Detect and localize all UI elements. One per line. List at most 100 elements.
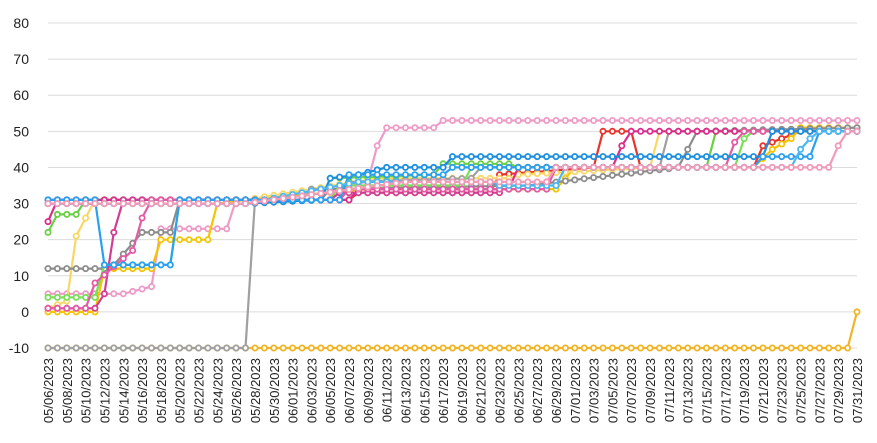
data-point bbox=[100, 344, 108, 352]
data-point bbox=[354, 178, 362, 186]
data-point bbox=[740, 135, 748, 143]
data-point bbox=[477, 185, 485, 193]
x-tick-label: 07/25/2023 bbox=[794, 358, 809, 423]
data-point bbox=[797, 127, 805, 135]
data-point bbox=[524, 117, 532, 125]
data-point bbox=[467, 117, 475, 125]
data-point bbox=[307, 344, 315, 352]
data-point bbox=[759, 163, 767, 171]
data-point bbox=[63, 265, 71, 273]
data-point bbox=[731, 117, 739, 125]
data-point bbox=[693, 344, 701, 352]
data-point bbox=[552, 163, 560, 171]
data-point bbox=[486, 163, 494, 171]
data-point bbox=[467, 344, 475, 352]
data-point bbox=[439, 178, 447, 186]
y-tick-label: 0 bbox=[21, 304, 29, 320]
data-point bbox=[608, 127, 616, 135]
data-point bbox=[637, 127, 645, 135]
x-tick-label: 07/21/2023 bbox=[756, 358, 771, 423]
data-point bbox=[561, 344, 569, 352]
y-tick-label: 50 bbox=[13, 123, 29, 139]
x-tick-label: 06/29/2023 bbox=[549, 358, 564, 423]
data-point bbox=[486, 178, 494, 186]
data-point bbox=[787, 163, 795, 171]
data-point bbox=[166, 236, 174, 244]
data-point bbox=[712, 117, 720, 125]
series-lines bbox=[44, 117, 861, 352]
data-point bbox=[627, 117, 635, 125]
data-point bbox=[834, 127, 842, 135]
data-point bbox=[147, 200, 155, 208]
data-point bbox=[637, 153, 645, 161]
data-point bbox=[608, 171, 616, 179]
data-point bbox=[345, 171, 353, 179]
data-point bbox=[185, 344, 193, 352]
x-tick-label: 07/31/2023 bbox=[850, 358, 865, 423]
data-point bbox=[458, 178, 466, 186]
data-point bbox=[63, 210, 71, 218]
x-tick-label: 05/18/2023 bbox=[154, 358, 169, 423]
y-tick-label: 80 bbox=[13, 15, 29, 31]
data-point bbox=[345, 180, 353, 188]
data-point bbox=[392, 124, 400, 132]
data-point bbox=[383, 171, 391, 179]
data-point bbox=[853, 308, 861, 316]
data-point bbox=[91, 344, 99, 352]
data-point bbox=[750, 163, 758, 171]
data-point bbox=[458, 117, 466, 125]
data-point bbox=[646, 127, 654, 135]
data-point bbox=[486, 153, 494, 161]
data-point bbox=[289, 193, 297, 201]
data-point bbox=[119, 200, 127, 208]
data-point bbox=[420, 185, 428, 193]
data-point bbox=[129, 261, 137, 269]
data-point bbox=[307, 191, 315, 199]
data-point bbox=[411, 124, 419, 132]
data-point bbox=[439, 117, 447, 125]
data-point bbox=[608, 153, 616, 161]
data-point bbox=[63, 200, 71, 208]
data-point bbox=[561, 153, 569, 161]
data-point bbox=[552, 117, 560, 125]
data-point bbox=[608, 117, 616, 125]
x-tick-label: 07/15/2023 bbox=[700, 358, 715, 423]
y-axis-ticks: -10 0 10 20 30 40 50 60 70 80 bbox=[9, 15, 29, 356]
data-point bbox=[411, 178, 419, 186]
data-point bbox=[665, 163, 673, 171]
data-point bbox=[129, 344, 137, 352]
data-point bbox=[825, 344, 833, 352]
data-point bbox=[618, 117, 626, 125]
data-point bbox=[778, 163, 786, 171]
data-point bbox=[448, 178, 456, 186]
data-point bbox=[204, 344, 212, 352]
data-point bbox=[844, 127, 852, 135]
data-point bbox=[608, 344, 616, 352]
x-tick-label: 06/01/2023 bbox=[286, 358, 301, 423]
data-point bbox=[693, 117, 701, 125]
data-point bbox=[82, 304, 90, 312]
data-point bbox=[787, 117, 795, 125]
data-point bbox=[543, 117, 551, 125]
y-tick-label: 70 bbox=[13, 51, 29, 67]
data-point bbox=[750, 344, 758, 352]
data-point bbox=[430, 178, 438, 186]
data-point bbox=[119, 255, 127, 263]
data-point bbox=[703, 153, 711, 161]
x-tick-label: 06/21/2023 bbox=[474, 358, 489, 423]
data-point bbox=[514, 178, 522, 186]
data-point bbox=[448, 163, 456, 171]
data-point bbox=[223, 225, 231, 233]
data-point bbox=[533, 170, 541, 178]
data-point bbox=[674, 163, 682, 171]
data-point bbox=[326, 174, 334, 182]
x-tick-label: 06/03/2023 bbox=[304, 358, 319, 423]
data-point bbox=[571, 153, 579, 161]
data-point bbox=[646, 153, 654, 161]
data-point bbox=[524, 170, 532, 178]
data-point bbox=[147, 283, 155, 291]
data-point bbox=[524, 344, 532, 352]
data-point bbox=[119, 261, 127, 269]
data-point bbox=[580, 117, 588, 125]
